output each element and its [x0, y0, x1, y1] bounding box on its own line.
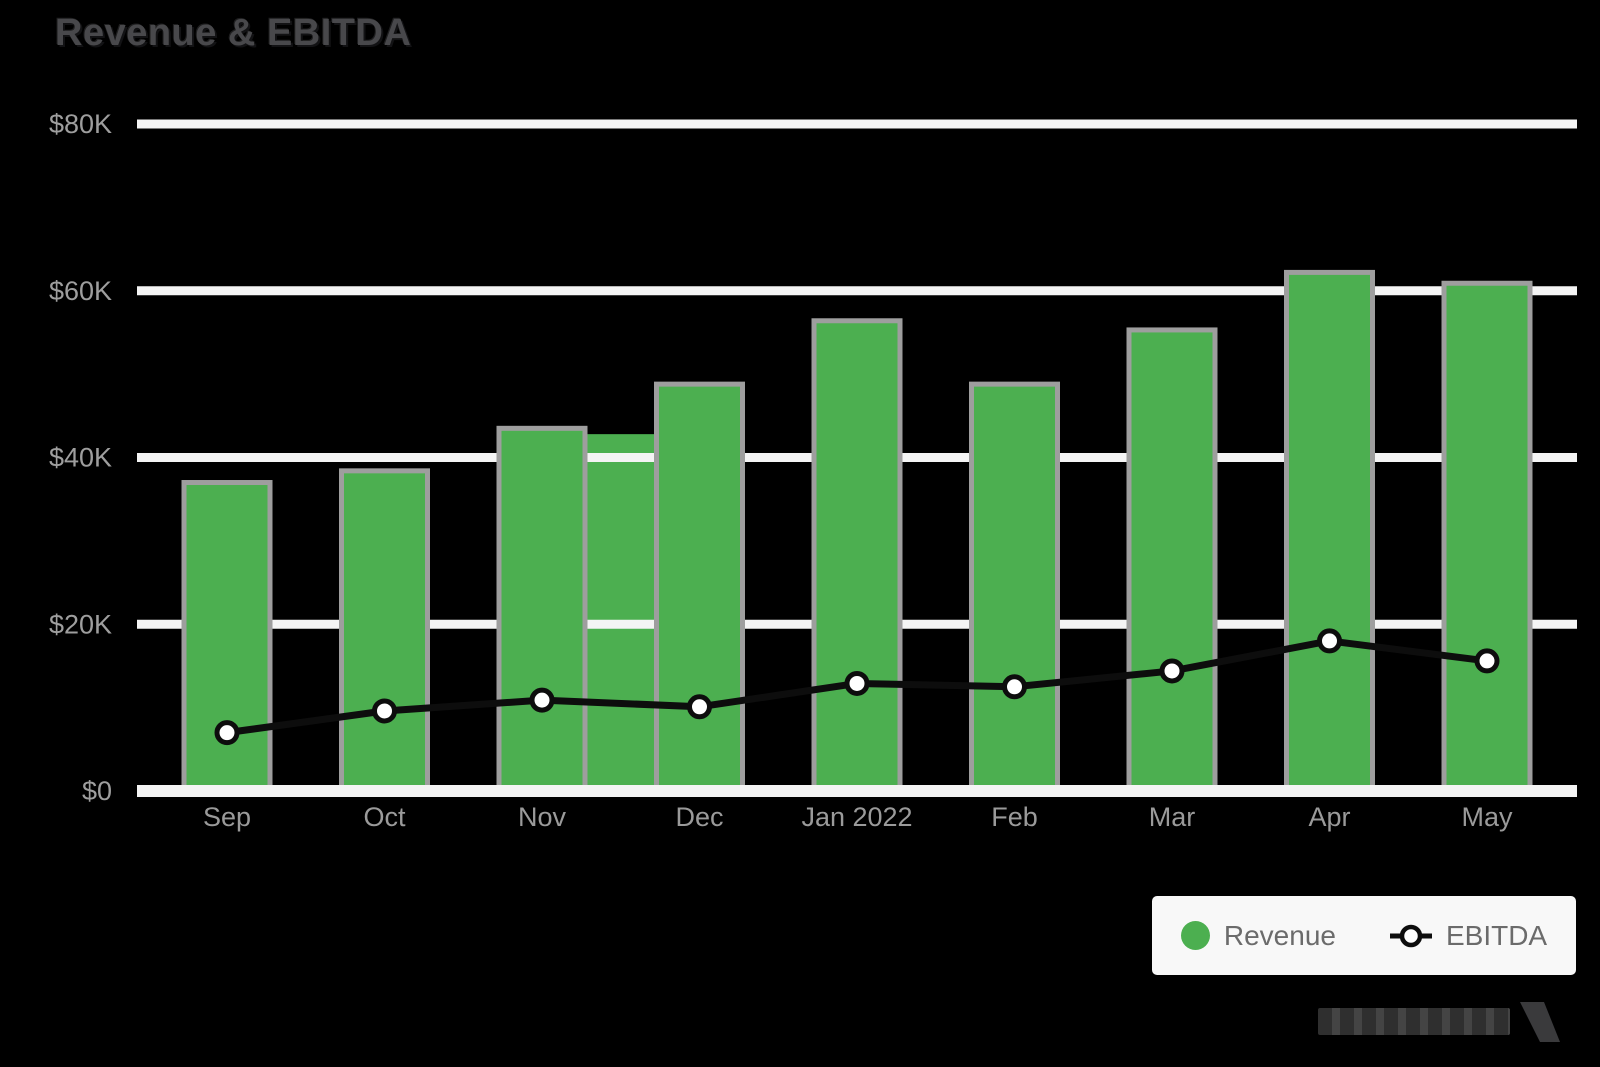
y-tick-label-80k: $80K [49, 109, 112, 139]
x-tick-label-may: May [1461, 802, 1513, 832]
watermark-text [1318, 1008, 1510, 1035]
legend-revenue-label: Revenue [1223, 919, 1336, 951]
y-tick-label-0k: $0 [82, 776, 112, 806]
revenue-bar-jan-2022[interactable] [811, 318, 903, 794]
x-tick-label-jan-2022: Jan 2022 [801, 802, 912, 832]
ghost-bar-artifact [583, 434, 657, 791]
ebitda-point-oct[interactable] [372, 698, 397, 724]
ebitda-point-sep[interactable] [214, 720, 240, 746]
legend: Revenue EBITDA [1152, 896, 1576, 975]
x-tick-label-feb: Feb [991, 802, 1038, 832]
ebitda-point-jan-2022[interactable] [844, 670, 870, 696]
x-tick-label-oct: Oct [363, 802, 406, 832]
revenue-bar-mar[interactable] [1126, 327, 1218, 794]
x-tick-label-apr: Apr [1308, 802, 1350, 832]
watermark [1318, 1002, 1560, 1042]
ebitda-point-apr[interactable] [1317, 628, 1342, 654]
ebitda-point-mar[interactable] [1159, 658, 1185, 684]
chart-title: Revenue & EBITDA [55, 12, 412, 54]
y-tick-label-20k: $20K [49, 609, 112, 639]
ebitda-point-feb[interactable] [1002, 674, 1027, 700]
y-tick-label-40k: $40K [49, 443, 112, 473]
x-tick-label-sep: Sep [203, 802, 251, 832]
legend-item-ebitda[interactable]: EBITDA [1389, 919, 1548, 952]
revenue-bar-dec[interactable] [654, 381, 745, 794]
legend-item-revenue[interactable]: Revenue [1180, 919, 1336, 952]
revenue-bar-may[interactable] [1441, 280, 1533, 794]
ebitda-point-may[interactable] [1474, 648, 1500, 674]
y-tick-label-60k: $60K [49, 276, 112, 306]
revenue-bar-feb[interactable] [969, 381, 1060, 794]
revenue-bar-apr[interactable] [1284, 269, 1375, 794]
legend-ebitda-label: EBITDA [1445, 919, 1548, 951]
revenue-swatch-icon [1180, 921, 1210, 950]
ebitda-point-dec[interactable] [687, 694, 712, 720]
watermark-logo-icon [1520, 1002, 1560, 1042]
ebitda-point-nov[interactable] [529, 687, 555, 713]
x-tick-label-dec: Dec [675, 802, 723, 832]
ebitda-marker-icon [1389, 924, 1432, 947]
revenue-bar-oct[interactable] [339, 468, 430, 794]
revenue-bar-nov[interactable] [496, 425, 588, 794]
x-tick-label-nov: Nov [518, 802, 567, 832]
x-tick-label-mar: Mar [1149, 802, 1196, 832]
